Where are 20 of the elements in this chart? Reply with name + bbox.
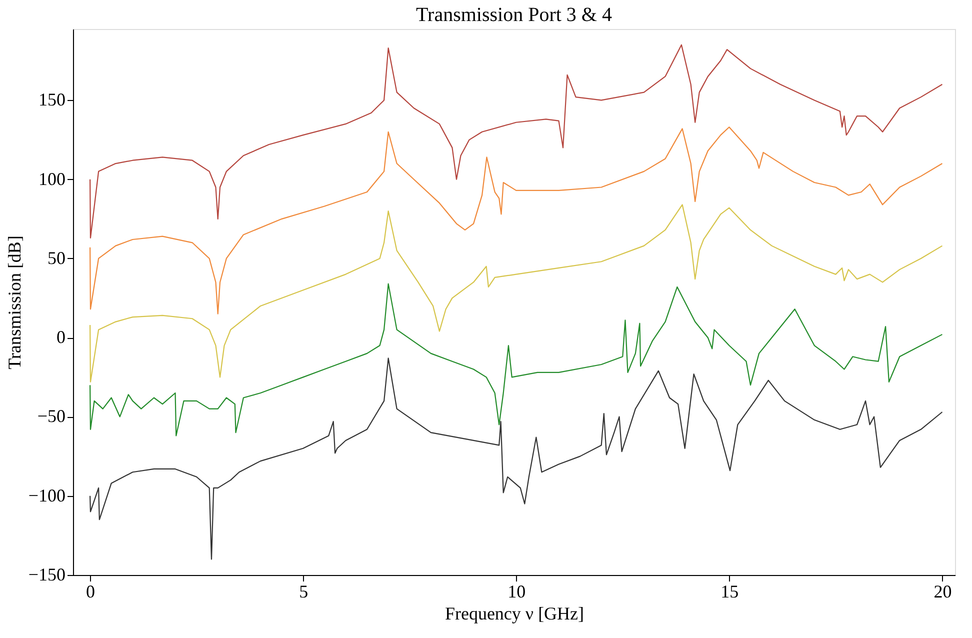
y-tick-label: −50 bbox=[37, 406, 66, 426]
x-tick-label: 5 bbox=[299, 582, 308, 602]
y-tick-label: −100 bbox=[28, 485, 66, 506]
y-tick-label: 150 bbox=[38, 90, 66, 110]
y-tick-label: −150 bbox=[28, 564, 66, 584]
line-series bbox=[89, 358, 943, 560]
x-tick-label: 15 bbox=[720, 582, 739, 602]
line-series bbox=[89, 44, 943, 238]
x-axis-title: Frequency ν [GHz] bbox=[444, 604, 584, 624]
x-tick-label: 10 bbox=[508, 582, 526, 602]
y-axis-title: Transmission [dB] bbox=[4, 236, 24, 370]
y-tick-label: 100 bbox=[38, 168, 66, 189]
y-tick-label: 50 bbox=[48, 248, 66, 268]
y-tick-label: 0 bbox=[56, 327, 66, 348]
chart-title: Transmission Port 3 & 4 bbox=[416, 4, 612, 26]
line-series bbox=[89, 283, 943, 436]
line-series bbox=[89, 126, 943, 314]
x-tick-label: 0 bbox=[86, 582, 96, 602]
line-series bbox=[89, 204, 943, 382]
x-tick-label: 20 bbox=[934, 582, 952, 602]
